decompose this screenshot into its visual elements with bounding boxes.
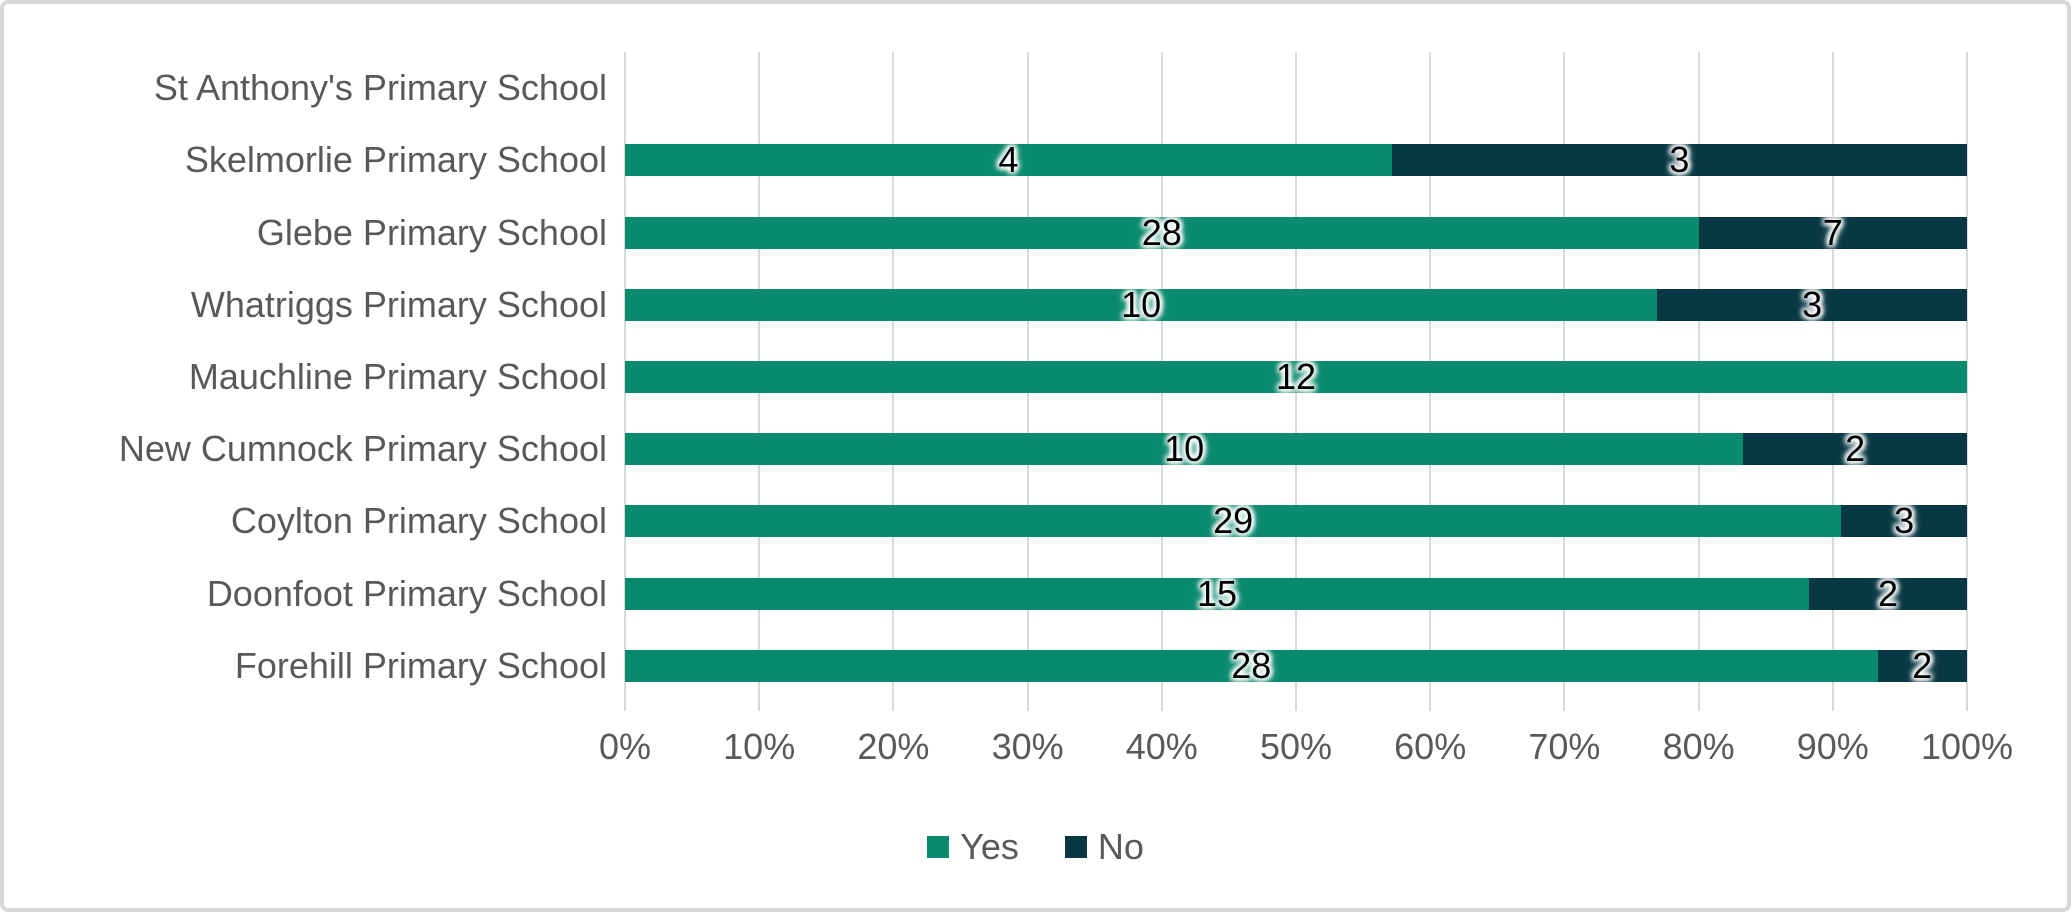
legend-swatch-no: [1064, 836, 1087, 858]
category-label: Forehill Primary School: [234, 644, 607, 686]
x-tick-label-20%: 20%: [857, 726, 930, 767]
bar-segment-yes[interactable]: [625, 361, 1967, 393]
bar-row: 28 7: [625, 212, 1967, 253]
axis-tick-40%: [1160, 702, 1163, 711]
axis-tick-10%: [758, 702, 761, 711]
stacked-bar: [625, 433, 1967, 466]
data-label-no: 3: [1894, 500, 1915, 542]
category-label: Mauchline Primary School: [188, 355, 607, 397]
axis-tick-60%: [1429, 702, 1432, 711]
bar-segment-yes[interactable]: [625, 505, 1842, 538]
bar-segment-no[interactable]: [1877, 649, 1967, 682]
data-label-yes: 4: [998, 139, 1019, 181]
bar-segment-yes[interactable]: [625, 144, 1392, 177]
legend-item-yes[interactable]: Yes: [927, 826, 1019, 868]
data-label-no: 2: [1845, 428, 1866, 470]
bar-row: 12: [625, 356, 1967, 397]
legend-item-no[interactable]: No: [1064, 826, 1144, 868]
data-label-yes: 29: [1213, 500, 1254, 542]
category-label: Skelmorlie Primary School: [184, 139, 607, 181]
x-tick-label-80%: 80%: [1662, 726, 1735, 767]
category-label: Coylton Primary School: [230, 500, 607, 542]
x-tick-label-100%: 100%: [1920, 726, 2014, 767]
axis-tick-20%: [892, 702, 895, 711]
bar-segment-yes[interactable]: [625, 216, 1699, 249]
data-label-no: 2: [1912, 644, 1933, 686]
axis-tick-70%: [1563, 702, 1566, 711]
bar-row: 28 2: [625, 645, 1967, 686]
stacked-bar: [625, 577, 1967, 610]
bar-segment-yes[interactable]: [625, 288, 1658, 321]
x-tick-label-40%: 40%: [1125, 726, 1198, 767]
bar-row: 15 2: [625, 573, 1967, 614]
x-tick-label-50%: 50%: [1259, 726, 1333, 767]
bar-row: 10 2: [625, 428, 1967, 469]
axis-tick-30%: [1026, 702, 1029, 711]
stacked-bar: [625, 144, 1967, 177]
stacked-bar: [625, 361, 1967, 393]
axis-tick-80%: [1697, 702, 1700, 711]
legend-swatch-yes: [927, 836, 950, 858]
bar-segment-no[interactable]: [1391, 144, 1967, 177]
bar-segment-yes[interactable]: [625, 649, 1878, 682]
data-label-yes: 28: [1141, 211, 1182, 253]
x-tick-label-90%: 90%: [1796, 726, 1869, 767]
axis-tick-0%: [624, 702, 626, 711]
bar-segment-no[interactable]: [1841, 505, 1967, 538]
bar-row: 29 3: [625, 500, 1967, 541]
bar-segment-no[interactable]: [1743, 433, 1967, 466]
stacked-bar: [625, 505, 1967, 538]
x-tick-label-30%: 30%: [991, 726, 1064, 767]
data-label-no: 2: [1878, 572, 1899, 614]
category-label: St Anthony's Primary School: [153, 67, 607, 109]
category-label: New Cumnock Primary School: [118, 428, 607, 470]
bar-segment-yes[interactable]: [625, 433, 1744, 466]
axis-tick-90%: [1831, 702, 1834, 711]
bar-segment-no[interactable]: [1698, 216, 1967, 249]
data-label-no: 3: [1669, 139, 1690, 181]
legend: Yes No: [0, 826, 2071, 868]
x-tick-label-0%: 0%: [598, 726, 652, 767]
bar-row: 10 3: [625, 284, 1967, 325]
data-label-yes: 10: [1164, 428, 1205, 470]
axis-tick-100%: [1966, 702, 1968, 711]
data-label-yes: 12: [1275, 356, 1317, 397]
x-tick-label-10%: 10%: [723, 726, 796, 767]
x-tick-label-70%: 70%: [1528, 726, 1601, 767]
data-label-yes: 10: [1121, 283, 1162, 325]
category-label: Doonfoot Primary School: [206, 572, 607, 614]
data-label-yes: 28: [1231, 644, 1272, 686]
data-label-no: 7: [1822, 211, 1843, 253]
bar-segment-yes[interactable]: [625, 577, 1810, 610]
bar-segment-no[interactable]: [1809, 577, 1967, 610]
stacked-bar: [625, 288, 1967, 321]
x-tick-label-60%: 60%: [1394, 726, 1467, 767]
bar-segment-no[interactable]: [1657, 288, 1967, 321]
data-label-no: 3: [1802, 283, 1823, 325]
legend-label-yes: Yes: [960, 826, 1019, 867]
data-label-yes: 15: [1197, 572, 1238, 614]
category-label: Whatriggs Primary School: [190, 283, 607, 325]
gridline-100%: [1966, 52, 1968, 702]
stacked-bar: [625, 649, 1967, 682]
category-label: Glebe Primary School: [256, 211, 607, 253]
axis-tick-50%: [1295, 702, 1297, 711]
legend-label-no: No: [1097, 826, 1144, 867]
stacked-bar: [625, 216, 1967, 249]
